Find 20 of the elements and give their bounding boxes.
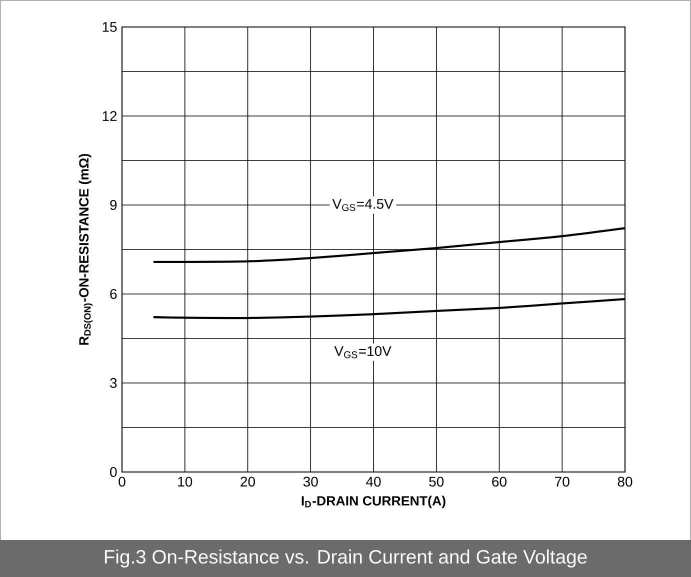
x-tick-label: 50	[429, 476, 444, 487]
x-tick-label: 20	[240, 476, 255, 487]
y-axis-title: R$_{DS(ON)}$-ON-RESISTANCE (mΩ)	[78, 154, 93, 345]
y-tick-label: 12	[102, 111, 117, 121]
y-tick-label: 15	[102, 22, 117, 32]
x-tick-label: 30	[303, 476, 318, 487]
y-tick-label: 0	[110, 467, 117, 477]
y-tick-label: 9	[110, 200, 117, 210]
x-tick-label: 10	[178, 476, 192, 487]
x-tick-label: 60	[492, 476, 506, 487]
y-tick-label: 3	[110, 378, 117, 388]
x-axis-title: I$_{D}$-DRAIN CURRENT(A)	[302, 496, 446, 508]
y-tick-label: 6	[110, 289, 117, 299]
text: Fig.3 On-Resistance vs. Drain Current and Gate Voltage	[104, 549, 587, 568]
x-tick-label: 40	[366, 476, 381, 487]
text: V$_{GS}$=4.5V	[332, 199, 394, 212]
text: V$_{GS}$=10V	[334, 346, 392, 358]
x-tick-label: 70	[555, 476, 570, 487]
x-tick-label: 80	[618, 476, 632, 487]
x-tick-label: 0	[118, 476, 126, 487]
